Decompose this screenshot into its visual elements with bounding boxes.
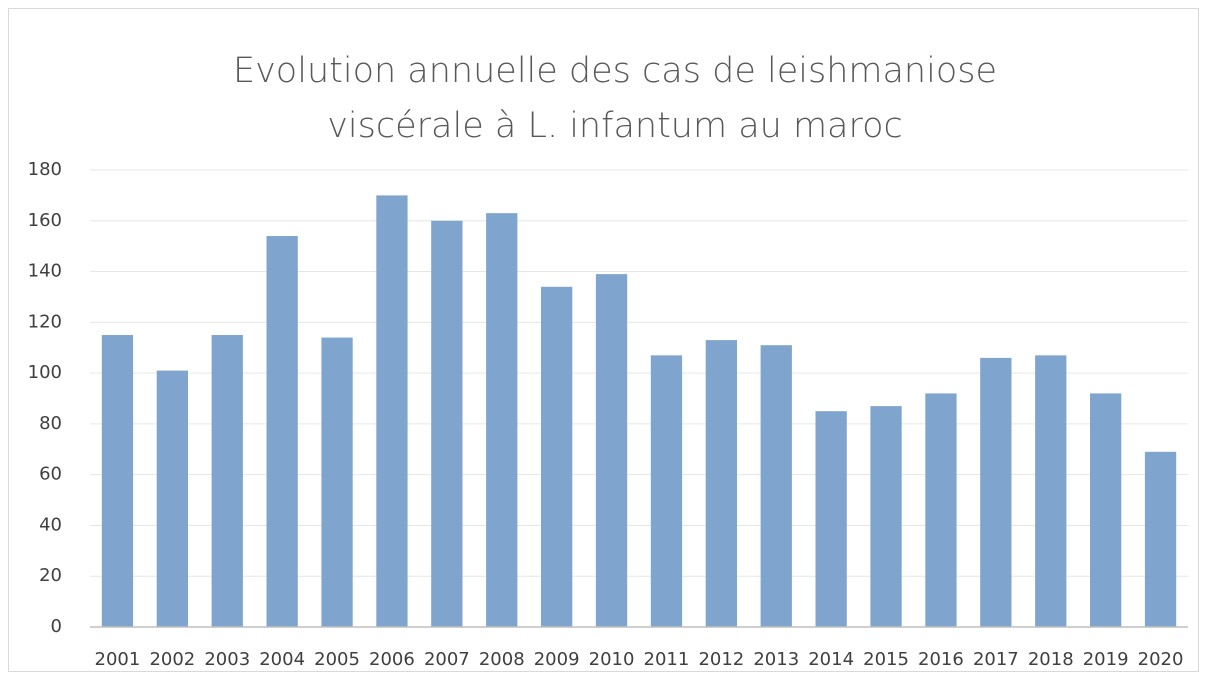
x-tick-label: 2020 [1138,649,1184,670]
x-tick-label: 2001 [95,649,141,670]
x-tick-label: 2012 [698,649,744,670]
bar [486,213,518,627]
y-tick-label: 180 [28,159,62,180]
y-tick-label: 20 [39,565,62,586]
y-tick-label: 80 [39,413,62,434]
x-tick-label: 2006 [369,649,415,670]
x-tick-label: 2011 [644,649,690,670]
y-tick-label: 100 [28,362,62,383]
x-tick-label: 2002 [149,649,195,670]
chart-title: Evolution annuelle des cas de leishmanio… [233,51,997,91]
bar [705,340,737,627]
x-tick-label: 2013 [753,649,799,670]
x-tick-label: 2015 [863,649,909,670]
bar [925,393,957,627]
y-tick-label: 60 [39,464,62,485]
x-tick-label: 2017 [973,649,1019,670]
x-tick-label: 2014 [808,649,854,670]
bar [1090,393,1122,627]
y-tick-label: 160 [28,210,62,231]
bar [156,370,188,627]
bar [595,274,628,627]
bar [760,345,792,627]
y-tick-label: 120 [28,311,62,332]
x-tick-label: 2008 [479,649,525,670]
bar [211,335,243,627]
bar [980,357,1012,627]
x-tick-label: 2004 [259,649,305,670]
bar [815,411,847,627]
x-tick-label: 2018 [1028,649,1074,670]
x-tick-label: 2003 [204,649,250,670]
bar [266,236,298,627]
x-tick-label: 2010 [589,649,635,670]
chart-title: viscérale à L. infantum au maroc [327,106,903,146]
bar [650,355,683,627]
x-tick-label: 2019 [1083,649,1129,670]
x-tick-label: 2005 [314,649,360,670]
bar [431,220,463,627]
bar [870,406,902,627]
x-tick-label: 2009 [534,649,580,670]
bar [101,335,134,627]
bar [1144,451,1177,627]
bar [376,195,408,627]
bar [321,337,353,627]
x-tick-label: 2007 [424,649,470,670]
y-tick-label: 0 [51,616,62,637]
bar [541,286,573,627]
y-tick-label: 40 [39,514,62,535]
y-tick-label: 140 [28,261,62,282]
bar [1035,355,1067,627]
x-tick-label: 2016 [918,649,964,670]
